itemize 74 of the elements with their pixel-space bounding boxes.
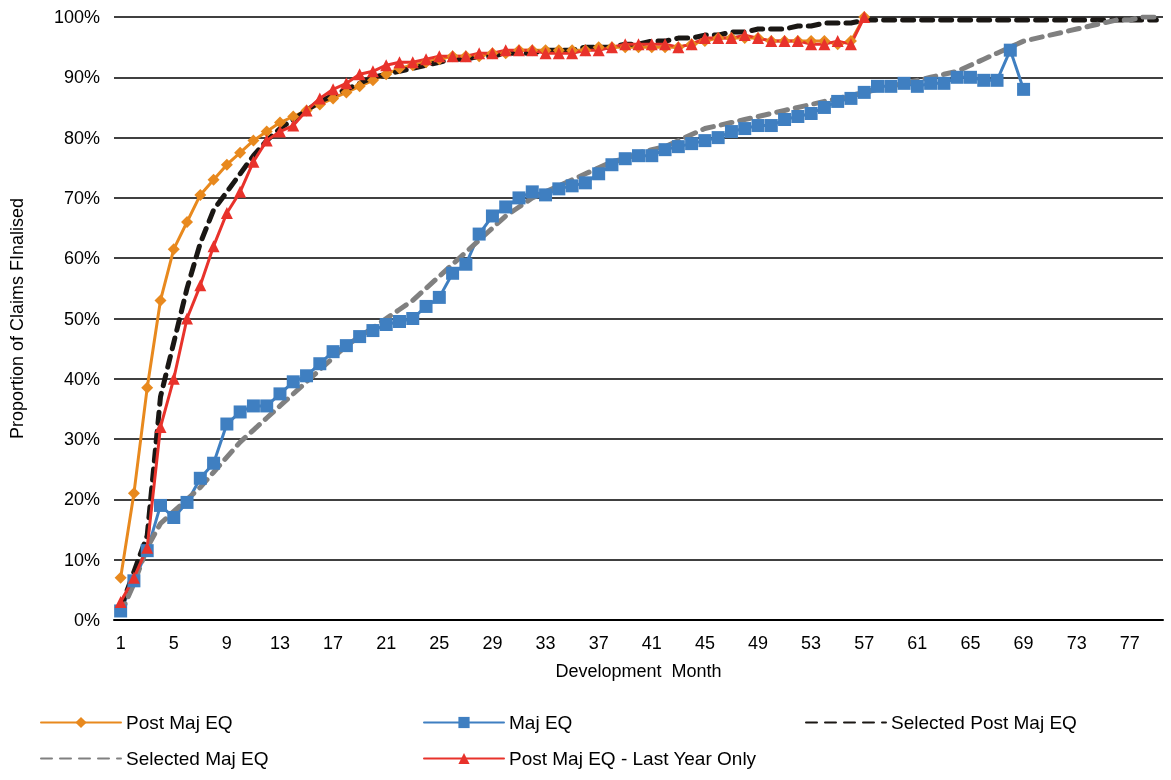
point	[393, 56, 406, 69]
point	[313, 92, 326, 105]
x-tick-label: 53	[801, 633, 822, 653]
legend-label: Post Maj EQ - Last Year Only	[509, 748, 757, 769]
point	[194, 188, 207, 201]
point	[273, 116, 286, 129]
point	[353, 80, 366, 93]
point	[154, 421, 167, 434]
point	[234, 185, 247, 198]
x-tick-label: 65	[960, 633, 981, 653]
point	[340, 77, 353, 90]
y-axis-title: Proportion of Claims FInalised	[7, 197, 27, 440]
point	[114, 571, 127, 584]
x-tick-label: 25	[429, 633, 450, 653]
point	[207, 240, 220, 253]
y-tick-label: 40%	[63, 368, 100, 389]
point	[287, 110, 300, 123]
x-tick-label: 21	[376, 633, 397, 653]
x-tick-label: 29	[482, 633, 503, 653]
x-axis-title: Development Month	[555, 661, 722, 681]
y-tick-label: 0%	[73, 610, 100, 630]
point	[260, 134, 273, 147]
x-tick-label: 17	[323, 633, 344, 653]
x-tick-label: 9	[221, 633, 232, 653]
y-tick-label: 80%	[63, 127, 100, 148]
legend-label: Post Maj EQ	[126, 712, 233, 733]
point	[154, 294, 167, 307]
y-tick-label: 10%	[63, 549, 100, 570]
point	[353, 68, 366, 81]
y-tick-label: 100%	[53, 7, 100, 27]
x-tick-label: 69	[1013, 633, 1034, 653]
point	[194, 279, 207, 292]
legend-label: Selected Post Maj EQ	[891, 712, 1077, 733]
x-tick-label: 49	[747, 633, 769, 653]
y-tick-label: 50%	[63, 308, 100, 329]
point	[207, 173, 220, 186]
x-tick-label: 33	[535, 633, 556, 653]
point	[141, 381, 154, 394]
x-tick-label: 1	[115, 633, 126, 653]
y-tick-label: 60%	[63, 248, 100, 269]
y-tick-label: 90%	[63, 67, 100, 88]
point	[287, 119, 300, 132]
point	[380, 59, 393, 72]
y-tick-label: 70%	[63, 187, 100, 208]
point	[167, 243, 180, 256]
x-tick-label: 13	[269, 633, 290, 653]
legend-label: Selected Maj EQ	[126, 748, 269, 769]
x-tick-label: 37	[588, 633, 609, 653]
y-tick-label: 20%	[63, 489, 100, 510]
x-tick-label: 77	[1119, 633, 1140, 653]
x-tick-label: 73	[1066, 633, 1087, 653]
legend-label: Maj EQ	[509, 712, 573, 733]
point	[167, 372, 180, 385]
point	[220, 206, 233, 219]
point	[260, 125, 273, 138]
x-tick-label: 57	[854, 633, 875, 653]
x-tick-label: 45	[694, 633, 715, 653]
point	[247, 134, 260, 147]
point	[181, 312, 194, 325]
point	[114, 595, 127, 608]
point	[273, 125, 286, 138]
x-tick-label: 61	[907, 633, 928, 653]
point	[141, 541, 154, 554]
point	[127, 571, 140, 584]
point	[247, 155, 260, 168]
x-tick-label: 5	[168, 633, 179, 653]
point	[366, 65, 379, 78]
y-tick-label: 30%	[63, 429, 100, 450]
x-tick-label: 41	[641, 633, 662, 653]
point	[327, 83, 340, 96]
point	[234, 146, 247, 159]
point	[181, 216, 194, 229]
point	[220, 158, 233, 171]
point	[127, 487, 140, 500]
